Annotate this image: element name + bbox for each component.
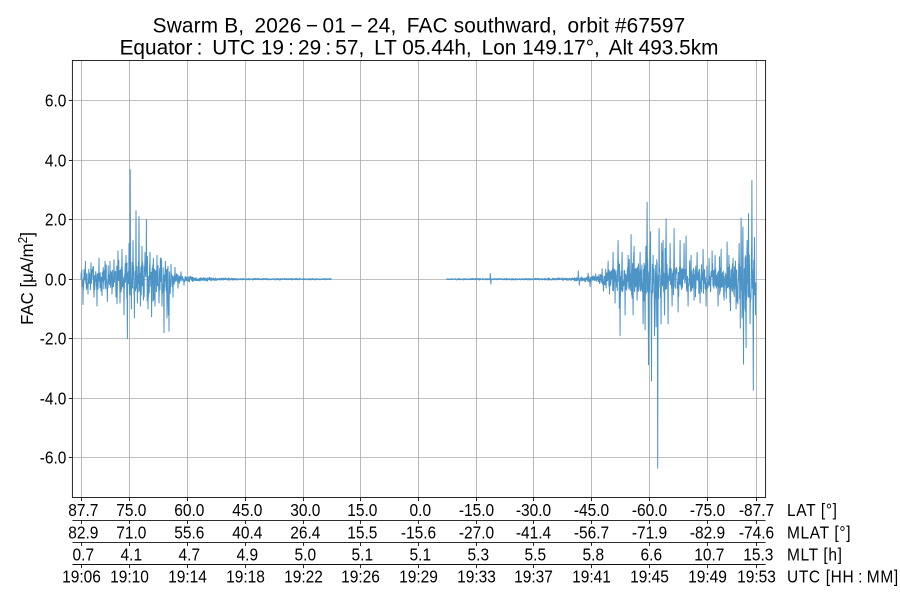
svg-text:75.0: 75.0 <box>116 500 146 520</box>
svg-text:19:14: 19:14 <box>168 567 207 587</box>
svg-text:Swarm B, 2026 − 01 − 24, FAC: Swarm B, 2026 − 01 − 24, FAC southward, … <box>153 14 686 37</box>
svg-text:4.1: 4.1 <box>121 545 143 565</box>
svg-text:26.4: 26.4 <box>290 522 320 542</box>
svg-text:30.0: 30.0 <box>290 500 320 520</box>
svg-text:5.3: 5.3 <box>468 545 490 565</box>
svg-text:-15.6: -15.6 <box>401 522 436 542</box>
svg-text:-60.0: -60.0 <box>632 500 667 520</box>
svg-text:LAT [°]: LAT [°] <box>787 500 838 520</box>
svg-text:19:18: 19:18 <box>226 567 265 587</box>
svg-text:5.5: 5.5 <box>525 545 547 565</box>
svg-text:2.0: 2.0 <box>45 210 67 230</box>
svg-text:15.5: 15.5 <box>347 522 377 542</box>
svg-text:87.7: 87.7 <box>68 500 98 520</box>
svg-text:-75.0: -75.0 <box>690 500 725 520</box>
svg-text:19:29: 19:29 <box>399 567 438 587</box>
svg-text:-4.0: -4.0 <box>40 389 67 409</box>
svg-text:-82.9: -82.9 <box>690 522 725 542</box>
svg-text:-27.0: -27.0 <box>459 522 494 542</box>
svg-text:4.9: 4.9 <box>237 545 259 565</box>
svg-text:19:06: 19:06 <box>62 567 101 587</box>
svg-text:15.0: 15.0 <box>347 500 377 520</box>
svg-text:6.6: 6.6 <box>641 545 663 565</box>
svg-text:5.1: 5.1 <box>352 545 374 565</box>
svg-text:71.0: 71.0 <box>116 522 146 542</box>
svg-text:19:26: 19:26 <box>341 567 380 587</box>
svg-text:45.0: 45.0 <box>232 500 262 520</box>
svg-text:-56.7: -56.7 <box>574 522 609 542</box>
svg-text:19:10: 19:10 <box>110 567 149 587</box>
svg-text:40.4: 40.4 <box>232 522 262 542</box>
svg-text:Equator : UTC 19 : 29 : 57,: Equator : UTC 19 : 29 : 57, LT 05.44h, L… <box>120 36 719 59</box>
svg-text:10.7: 10.7 <box>694 545 724 565</box>
svg-text:19:41: 19:41 <box>572 567 611 587</box>
svg-text:55.6: 55.6 <box>174 522 204 542</box>
svg-text:19:45: 19:45 <box>630 567 669 587</box>
svg-text:-6.0: -6.0 <box>40 448 67 468</box>
svg-text:6.0: 6.0 <box>45 91 67 111</box>
svg-text:19:53: 19:53 <box>737 567 776 587</box>
svg-text:4.0: 4.0 <box>45 151 67 171</box>
svg-text:5.1: 5.1 <box>410 545 432 565</box>
svg-text:82.9: 82.9 <box>68 522 98 542</box>
svg-text:MLAT [°]: MLAT [°] <box>787 522 851 542</box>
svg-text:-15.0: -15.0 <box>459 500 494 520</box>
svg-text:-2.0: -2.0 <box>40 329 67 349</box>
svg-text:19:22: 19:22 <box>284 567 323 587</box>
svg-text:19:37: 19:37 <box>514 567 553 587</box>
svg-text:MLT [h]: MLT [h] <box>787 545 843 565</box>
svg-text:-45.0: -45.0 <box>574 500 609 520</box>
svg-text:UTC [HH : MM]: UTC [HH : MM] <box>787 567 899 587</box>
svg-text:19:49: 19:49 <box>688 567 727 587</box>
svg-text:FAC [μA/m2]: FAC [μA/m2] <box>16 232 37 325</box>
svg-text:4.7: 4.7 <box>179 545 201 565</box>
svg-text:-30.0: -30.0 <box>516 500 551 520</box>
svg-text:-41.4: -41.4 <box>516 522 551 542</box>
svg-text:0.7: 0.7 <box>73 545 95 565</box>
svg-text:5.8: 5.8 <box>583 545 605 565</box>
svg-text:-74.6: -74.6 <box>739 522 774 542</box>
svg-text:19:33: 19:33 <box>457 567 496 587</box>
svg-text:-87.7: -87.7 <box>739 500 774 520</box>
svg-text:15.3: 15.3 <box>743 545 773 565</box>
svg-text:-71.9: -71.9 <box>632 522 667 542</box>
svg-text:60.0: 60.0 <box>174 500 204 520</box>
svg-text:5.0: 5.0 <box>295 545 317 565</box>
svg-text:0.0: 0.0 <box>45 270 67 290</box>
svg-text:0.0: 0.0 <box>410 500 432 520</box>
